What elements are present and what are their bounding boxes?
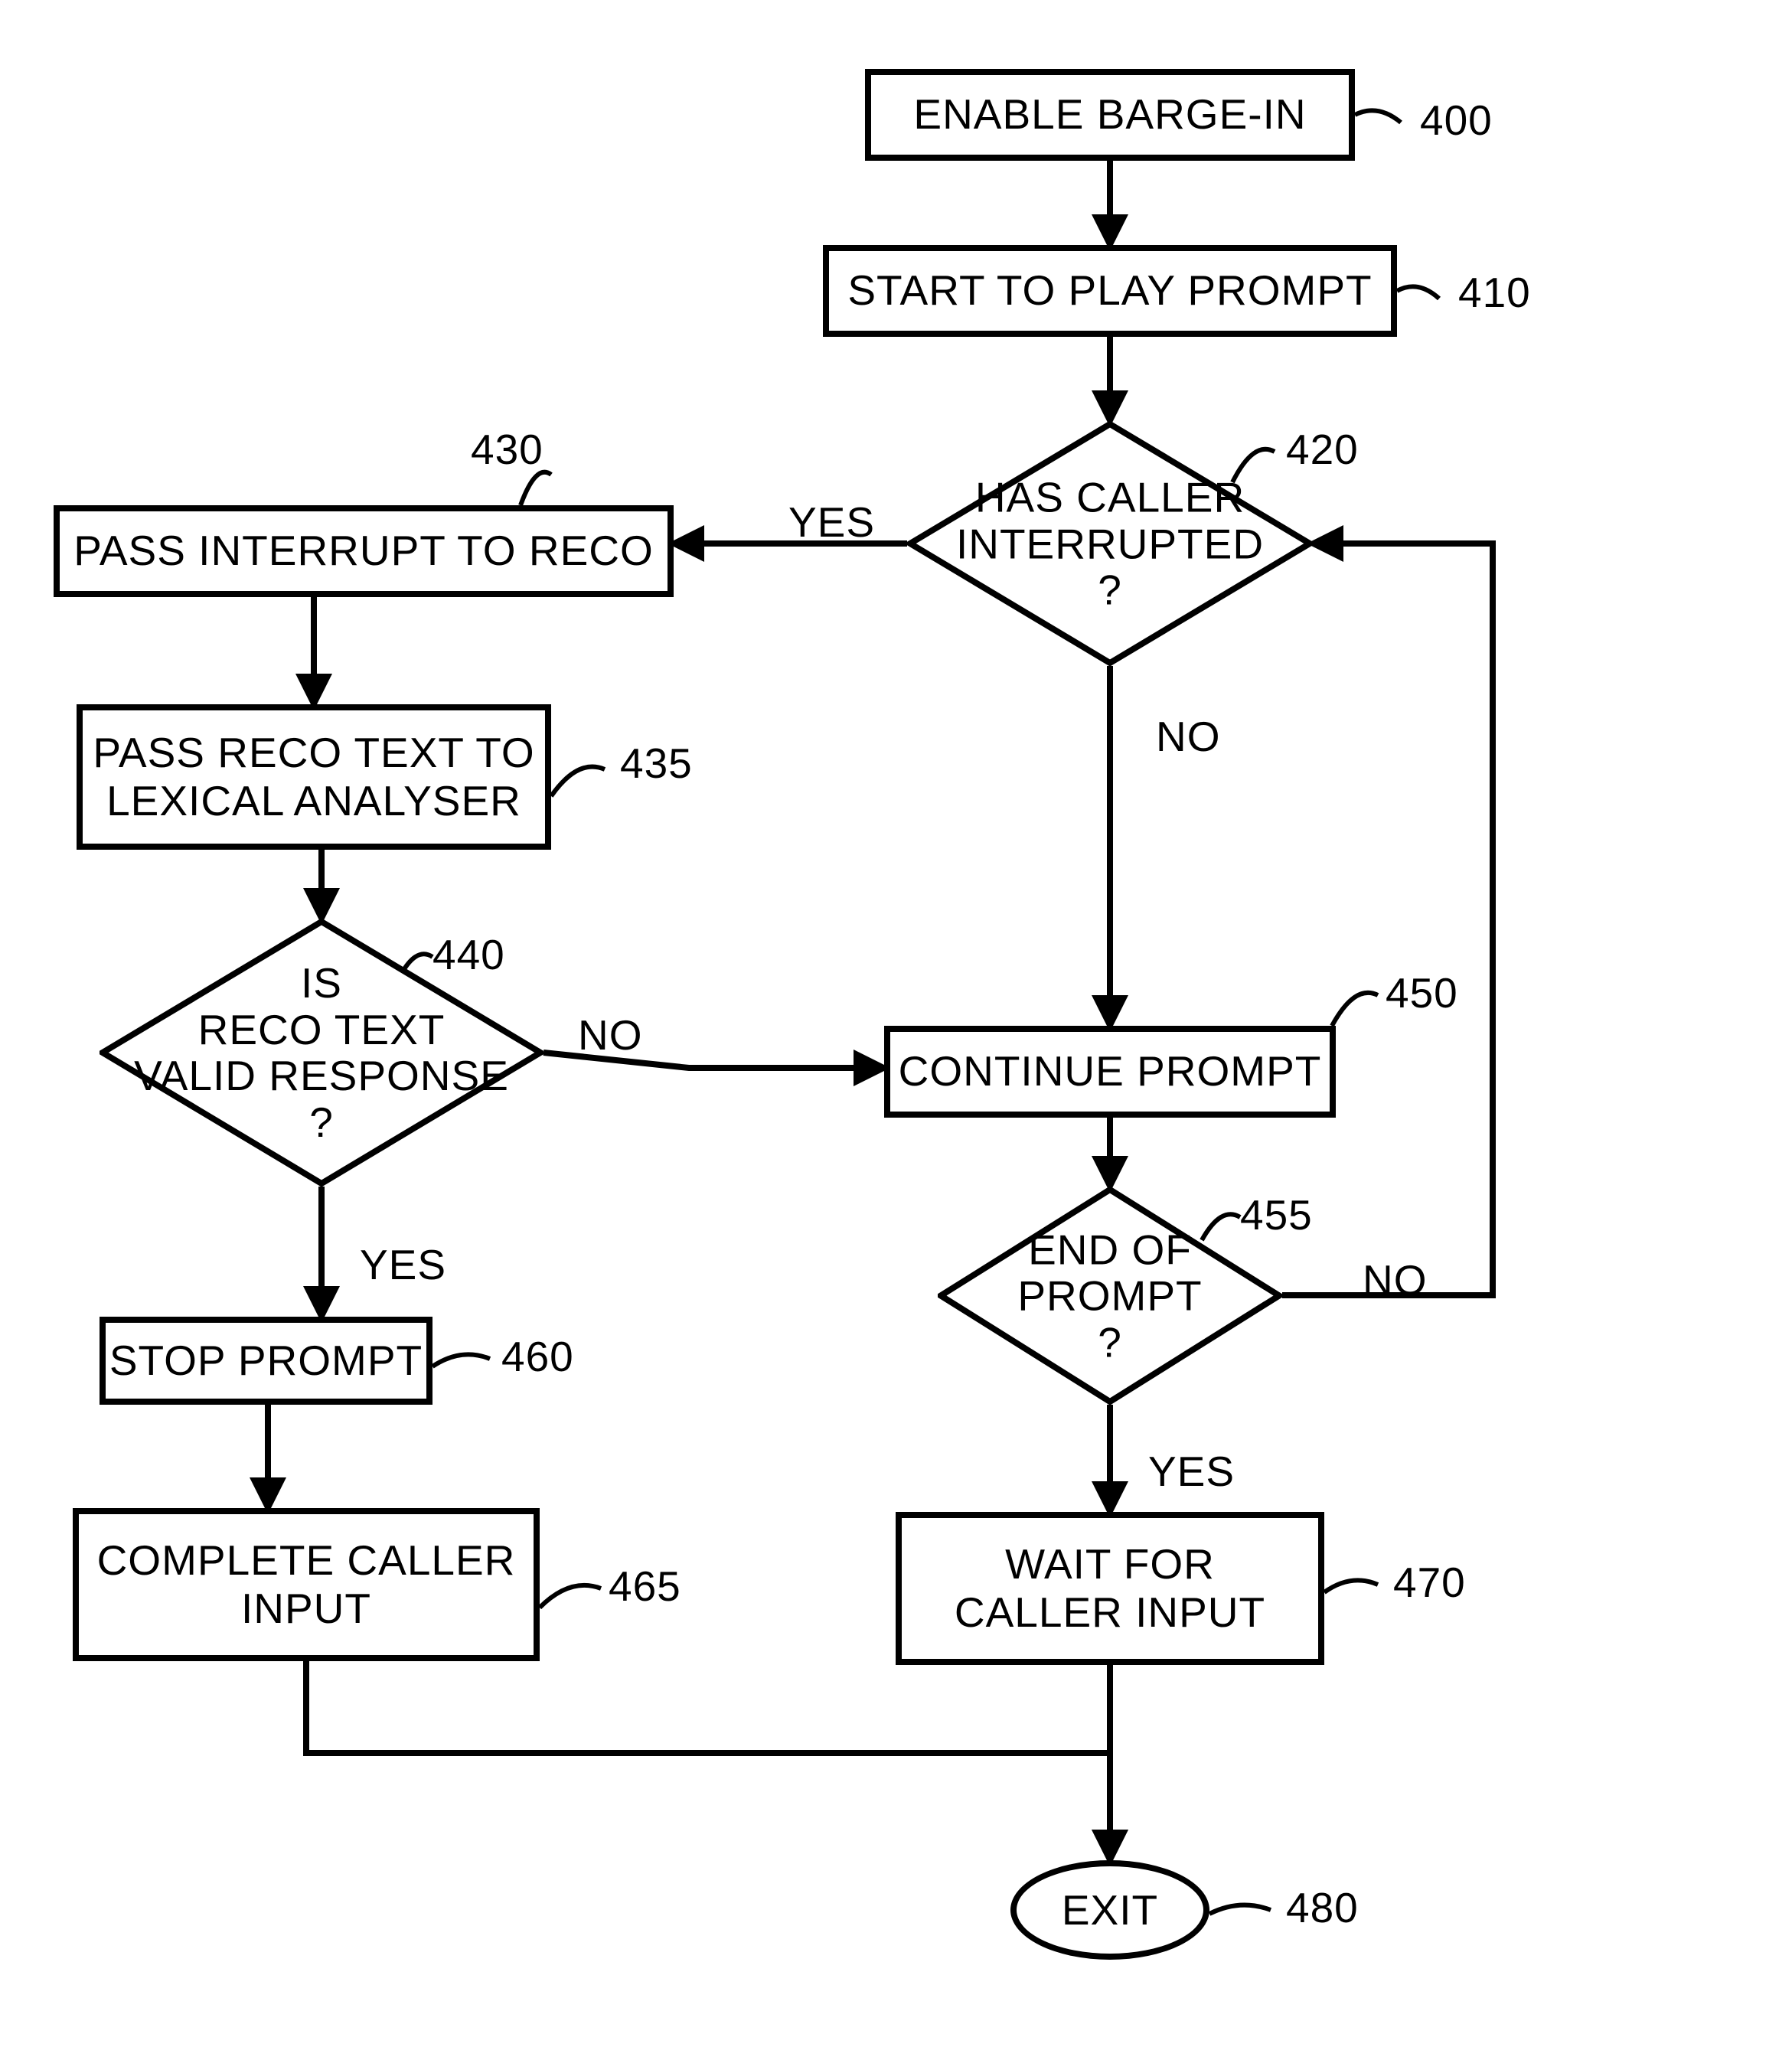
node-n460: STOP PROMPT xyxy=(100,1317,432,1405)
ref-label-420: 420 xyxy=(1286,425,1359,474)
ref-label-455: 455 xyxy=(1240,1190,1313,1239)
ref-label-430: 430 xyxy=(471,425,543,474)
edge-label-n440-n450: NO xyxy=(578,1010,643,1059)
flowchart-canvas: ENABLE BARGE-IN START TO PLAY PROMPT HAS C… xyxy=(0,0,1792,2060)
ref-lead-410 xyxy=(1397,286,1439,299)
node-n410: START TO PLAY PROMPT xyxy=(823,245,1397,337)
node-n420: HAS CALLERINTERRUPTED? xyxy=(907,421,1313,666)
ref-lead-465 xyxy=(540,1585,601,1608)
node-n435: PASS RECO TEXT TOLEXICAL ANALYSER xyxy=(77,704,551,850)
ref-lead-450 xyxy=(1332,993,1378,1026)
edge-n465-n480 xyxy=(306,1661,1110,1860)
ref-label-435: 435 xyxy=(620,739,693,788)
ref-lead-470 xyxy=(1324,1580,1378,1592)
ref-lead-460 xyxy=(432,1354,490,1366)
ref-label-410: 410 xyxy=(1458,268,1531,317)
node-n450-label: CONTINUE PROMPT xyxy=(899,1047,1322,1095)
node-n465-label: COMPLETE CALLERINPUT xyxy=(97,1536,516,1634)
edge-label-n455-n420: NO xyxy=(1363,1255,1428,1304)
node-n455: END OFPROMPT? xyxy=(938,1187,1282,1405)
node-n470: WAIT FORCALLER INPUT xyxy=(896,1512,1324,1665)
ref-label-450: 450 xyxy=(1386,968,1458,1017)
node-n480: EXIT xyxy=(1010,1860,1209,1960)
ref-lead-430 xyxy=(521,472,551,505)
node-n480-label: EXIT xyxy=(1062,1885,1158,1934)
node-n430: PASS INTERRUPT TO RECO xyxy=(54,505,674,597)
ref-lead-480 xyxy=(1209,1905,1271,1914)
ref-label-470: 470 xyxy=(1393,1558,1466,1607)
ref-label-460: 460 xyxy=(501,1332,574,1381)
edge-label-n420-n430: YES xyxy=(788,498,875,547)
node-n430-label: PASS INTERRUPT TO RECO xyxy=(73,527,654,575)
edge-label-n420-n450: NO xyxy=(1156,712,1221,761)
ref-label-465: 465 xyxy=(609,1562,681,1611)
node-n455-label: END OFPROMPT? xyxy=(955,1226,1265,1366)
ref-label-480: 480 xyxy=(1286,1883,1359,1932)
node-n410-label: START TO PLAY PROMPT xyxy=(847,266,1372,315)
node-n465: COMPLETE CALLERINPUT xyxy=(73,1508,540,1661)
node-n435-label: PASS RECO TEXT TOLEXICAL ANALYSER xyxy=(93,729,534,826)
edge-n455-n420 xyxy=(1282,544,1493,1295)
node-n400-label: ENABLE BARGE-IN xyxy=(913,90,1306,139)
ref-label-440: 440 xyxy=(432,930,505,979)
node-n450: CONTINUE PROMPT xyxy=(884,1026,1336,1118)
node-n460-label: STOP PROMPT xyxy=(109,1337,423,1385)
edge-label-n455-n470: YES xyxy=(1148,1447,1235,1496)
ref-lead-400 xyxy=(1355,110,1401,122)
ref-lead-435 xyxy=(551,767,605,796)
edge-label-n440-n460: YES xyxy=(360,1240,446,1289)
node-n440-label: ISRECO TEXTVALID RESPONSE? xyxy=(122,960,521,1145)
node-n470-label: WAIT FORCALLER INPUT xyxy=(955,1540,1265,1637)
ref-label-400: 400 xyxy=(1420,96,1493,145)
node-n420-label: HAS CALLERINTERRUPTED? xyxy=(928,474,1293,613)
node-n400: ENABLE BARGE-IN xyxy=(865,69,1355,161)
